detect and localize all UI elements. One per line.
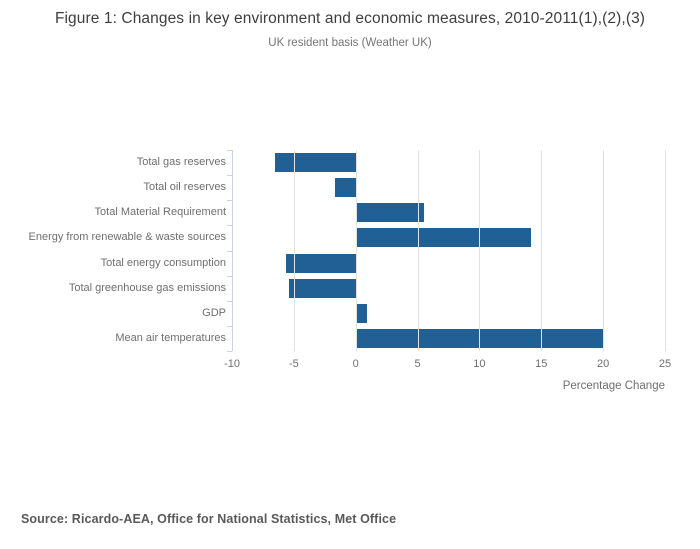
category-label: Total gas reserves [136,156,226,169]
category-label: Total oil reserves [143,181,226,194]
y-axis-tick [227,150,232,151]
category-label: Mean air temperatures [115,331,226,344]
x-tick-label-20: 20 [596,358,610,370]
plot-area [227,150,666,352]
y-axis-category-labels: Total gas reserves Total oil reserves Tota… [0,150,226,351]
y-axis-tick [227,351,232,352]
x-tick-label-10: 10 [473,358,486,370]
bar-energy-from-renewable-waste-sources [355,228,532,248]
gridline-x--5 [293,150,295,351]
gridline-x-25 [665,150,666,351]
bar-gdp [355,303,367,323]
y-axis-tick [227,200,232,202]
x-tick-label--10: -10 [224,358,240,370]
y-axis-tick [227,300,232,302]
gridline-x-20 [603,150,605,351]
bar-mean-air-temperatures [355,328,604,348]
x-tick-label-15: 15 [535,358,548,370]
y-axis-tick [227,175,232,177]
category-label: Total energy consumption [100,256,226,269]
gridline-x-15 [541,150,543,351]
chart-header: Figure 1: Changes in key environment and… [0,8,700,49]
category-label: Total greenhouse gas emissions [68,281,226,294]
x-tick-label-0: 0 [352,358,359,370]
y-axis-tick [227,325,232,327]
gridline-x-10 [479,150,481,351]
category-label: Energy from renewable & waste sources [28,231,226,244]
bar-total-energy-consumption [286,253,356,273]
category-label: Total Material Requirement [94,206,226,219]
y-axis-tick [227,250,232,252]
bar-total-gas-reserves [275,153,356,173]
x-tick-label--5: -5 [289,358,299,370]
y-axis-tick [227,275,232,277]
x-axis-title: Percentage Change [562,380,665,392]
bar-total-material-requirement [355,203,424,223]
bar-total-greenhouse-gas-emissions [288,278,356,298]
y-axis-line [232,150,233,351]
x-tick-label-5: 5 [414,358,421,370]
chart-title: Figure 1: Changes in key environment and… [54,10,646,27]
category-label: GDP [202,306,226,319]
x-tick-label-25: 25 [658,358,672,370]
gridline-x-0 [355,150,357,351]
y-axis-tick [227,225,232,227]
chart-subtitle: UK resident basis (Weather UK) [268,37,432,49]
source-attribution: Source: Ricardo-AEA, Office for National… [21,512,397,526]
gridline-x-5 [417,150,419,351]
bar-total-oil-reserves [334,178,356,198]
